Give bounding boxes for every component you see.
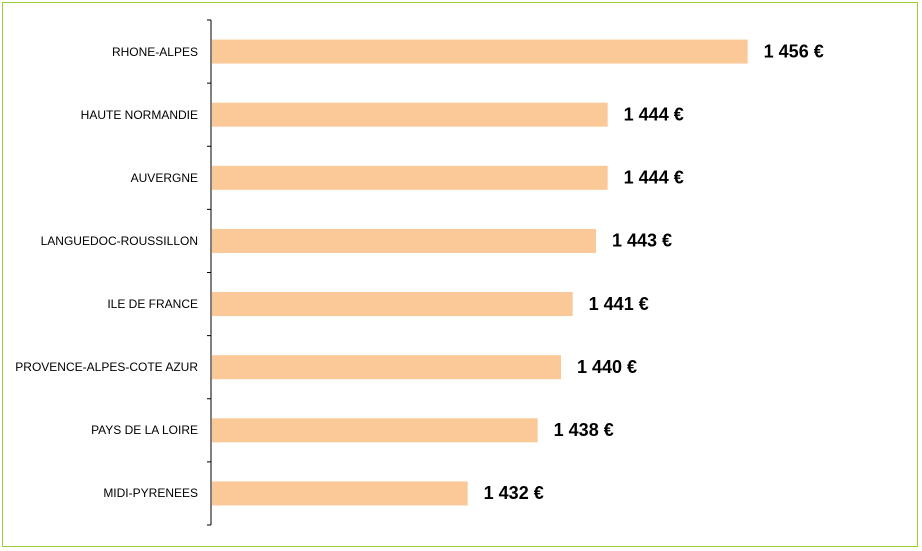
- bar: [212, 355, 561, 380]
- category-label: PROVENCE-ALPES-COTE AZUR: [0, 336, 198, 399]
- category-text: HAUTE NORMANDIE: [80, 107, 198, 122]
- category-text: RHONE-ALPES: [111, 44, 198, 59]
- value-label: 1 432 €: [484, 483, 544, 503]
- value-label: 1 438 €: [554, 420, 614, 440]
- category-text: MIDI-PYRENEES: [103, 486, 198, 501]
- category-label: LANGUEDOC-ROUSSILLON: [0, 209, 198, 272]
- value-label: 1 456 €: [764, 41, 824, 61]
- category-text: ILE DE FRANCE: [107, 297, 198, 312]
- category-text: PAYS DE LA LOIRE: [91, 423, 198, 438]
- category-label: HAUTE NORMANDIE: [0, 83, 198, 146]
- bar: [212, 165, 608, 190]
- category-label: ILE DE FRANCE: [0, 273, 198, 336]
- value-label: 1 440 €: [577, 357, 637, 377]
- value-label: 1 444 €: [624, 168, 684, 188]
- bar: [212, 418, 538, 443]
- category-label: PAYS DE LA LOIRE: [0, 399, 198, 462]
- bar: [212, 228, 596, 253]
- bar: [212, 102, 608, 127]
- category-label: RHONE-ALPES: [0, 20, 198, 83]
- category-label: AUVERGNE: [0, 146, 198, 209]
- bar: [212, 481, 468, 506]
- value-label: 1 443 €: [612, 231, 672, 251]
- category-text: AUVERGNE: [130, 170, 198, 185]
- category-text: PROVENCE-ALPES-COTE AZUR: [15, 360, 198, 375]
- value-label: 1 444 €: [624, 104, 684, 124]
- category-label: MIDI-PYRENEES: [0, 462, 198, 525]
- category-text: LANGUEDOC-ROUSSILLON: [40, 233, 198, 248]
- value-label: 1 441 €: [589, 294, 649, 314]
- bar: [212, 39, 748, 64]
- bar: [212, 292, 573, 317]
